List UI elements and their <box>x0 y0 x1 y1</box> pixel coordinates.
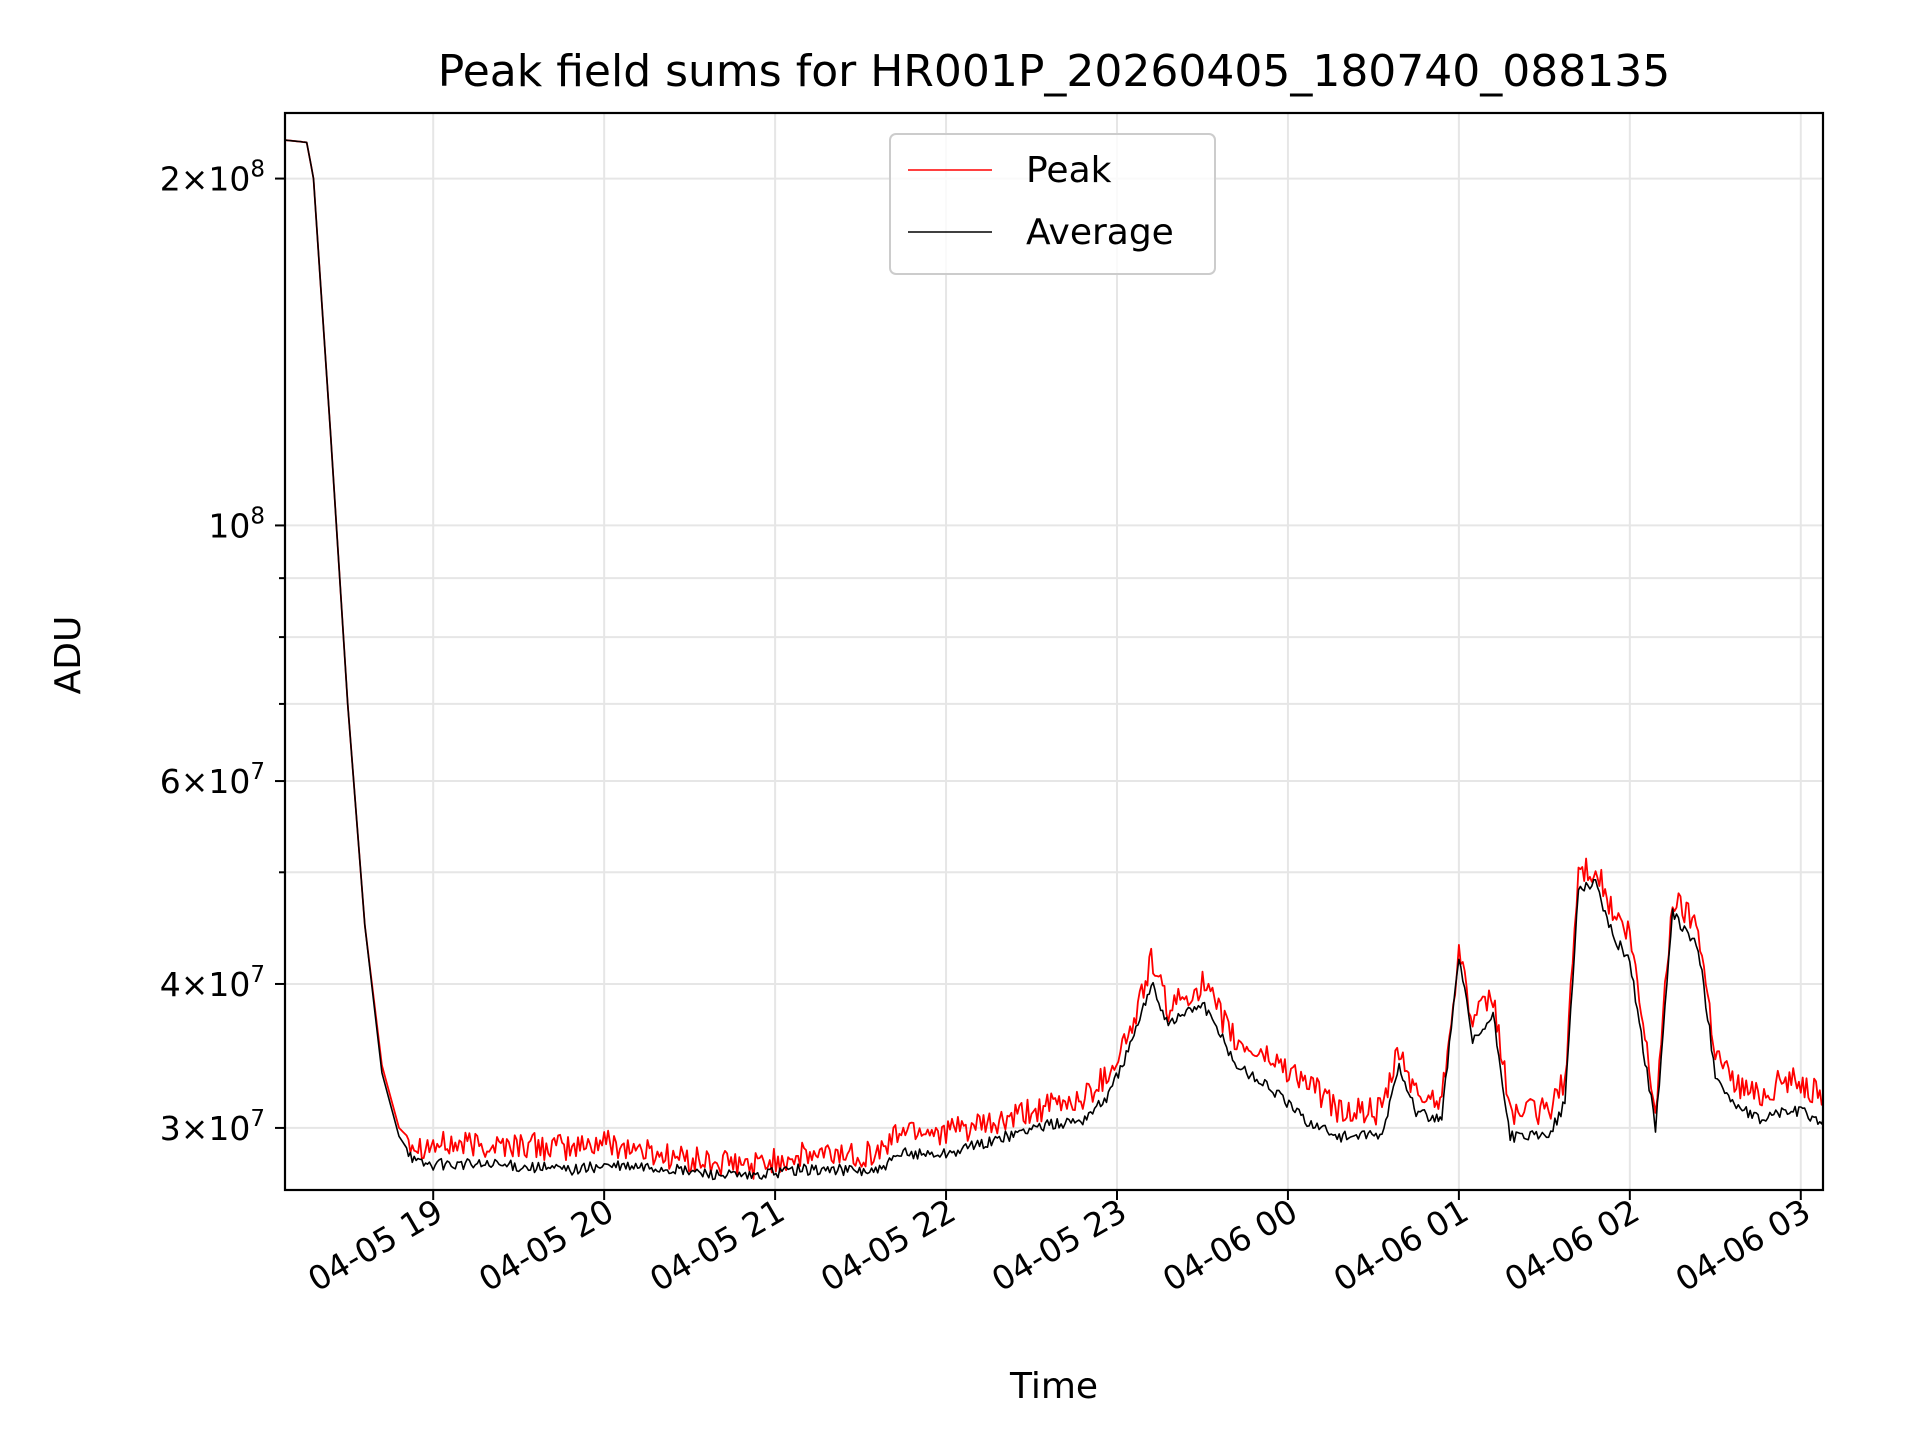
plot-frame <box>283 111 1825 1192</box>
y-axis-label: ADU <box>48 616 89 695</box>
y-tick-label: 4×107 <box>160 962 265 1004</box>
y-tick-label: 2×108 <box>160 157 265 199</box>
x-axis-label: Time <box>1009 1366 1098 1407</box>
legend-label-average: Average <box>1026 212 1174 253</box>
y-tick-label: 6×107 <box>160 759 265 801</box>
series-line-peak <box>285 139 1823 1180</box>
chart-title: Peak field sums for HR001P_20260405_1807… <box>438 46 1671 97</box>
y-tick-label: 3×107 <box>160 1106 265 1148</box>
legend-box <box>889 133 1216 275</box>
legend-label-peak: Peak <box>1026 150 1112 191</box>
series-layer <box>285 139 1823 1181</box>
legend: Peak Average <box>889 133 1216 275</box>
series-line-average <box>285 139 1823 1181</box>
y-tick-label: 108 <box>208 503 265 545</box>
